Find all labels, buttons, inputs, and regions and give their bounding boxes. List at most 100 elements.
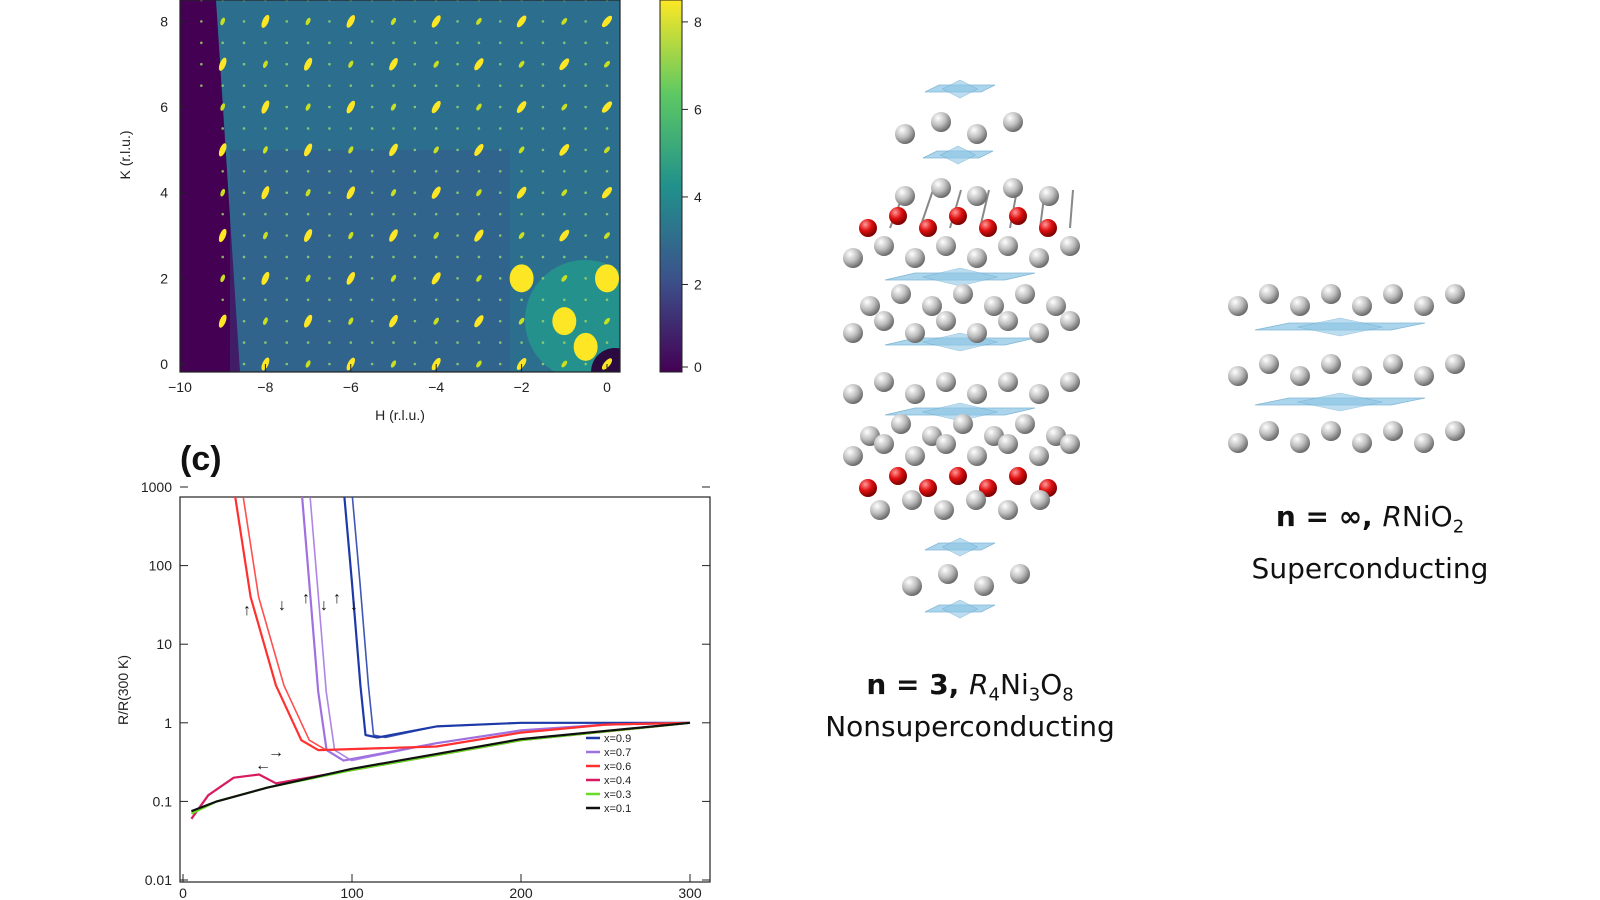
bragg-spot-weak bbox=[541, 41, 545, 45]
bragg-spot-weak bbox=[242, 255, 246, 259]
caption-inf: n = ∞, RNiO2 Superconducting bbox=[1220, 500, 1520, 585]
bragg-spot-strong bbox=[431, 100, 441, 114]
bragg-spot-strong bbox=[218, 57, 227, 71]
rare-earth-atom bbox=[967, 384, 987, 404]
rare-earth-atom bbox=[902, 576, 922, 596]
bragg-spot-weak bbox=[498, 298, 502, 302]
bragg-spot-weak bbox=[306, 41, 310, 45]
caption-n3-o: O bbox=[1040, 668, 1063, 701]
bragg-spot-weak bbox=[605, 212, 609, 216]
plot-ytick-label: 0.1 bbox=[153, 793, 173, 809]
oxygen-atom bbox=[1039, 219, 1057, 237]
bragg-spot bbox=[220, 103, 226, 111]
plot-series-line-warming bbox=[242, 497, 691, 751]
bragg-spot-bright bbox=[509, 264, 534, 293]
bragg-spot-strong bbox=[474, 143, 484, 156]
rare-earth-atom bbox=[874, 434, 894, 454]
bragg-spot bbox=[305, 189, 311, 197]
legend-entry: x=0.4 bbox=[604, 775, 631, 787]
bragg-spot-weak bbox=[285, 148, 289, 152]
bragg-spot-weak bbox=[200, 20, 203, 23]
heatmap-bragg-spots bbox=[200, 0, 619, 371]
bragg-spot-weak bbox=[392, 127, 395, 130]
rare-earth-atom bbox=[1029, 446, 1049, 466]
plot-xtick-label: 300 bbox=[678, 885, 702, 900]
rare-earth-atom bbox=[1383, 284, 1403, 304]
bragg-spot bbox=[390, 103, 397, 111]
nio2-plane-square bbox=[941, 79, 979, 99]
nio2-plane-square bbox=[939, 145, 977, 165]
rare-earth-atom bbox=[967, 248, 987, 268]
oxygen-atom bbox=[979, 219, 997, 237]
bragg-spot-weak bbox=[541, 212, 545, 216]
bragg-spot-weak bbox=[285, 191, 289, 195]
plot-series bbox=[190, 497, 691, 820]
bragg-spot-weak bbox=[498, 255, 502, 259]
bragg-spot-weak bbox=[242, 234, 246, 237]
bragg-spot bbox=[476, 189, 482, 197]
structure-infinite-layer bbox=[1228, 284, 1465, 453]
bragg-spot-weak bbox=[413, 298, 417, 302]
rare-earth-atom bbox=[998, 500, 1018, 520]
bragg-spot-weak bbox=[370, 362, 374, 366]
bragg-spot-weak bbox=[477, 84, 481, 87]
plot-axes: 0.01 0.1 1 10 100 1000 0 100 200 300 bbox=[141, 479, 710, 900]
rare-earth-atom bbox=[891, 414, 911, 434]
bragg-spot-weak bbox=[541, 319, 545, 323]
bragg-spot-weak bbox=[392, 298, 395, 302]
bragg-spot-weak bbox=[563, 127, 566, 130]
bragg-spot-weak bbox=[456, 362, 459, 366]
bragg-spot-weak bbox=[242, 105, 246, 109]
rare-earth-atom bbox=[1015, 414, 1035, 434]
bragg-spot-weak bbox=[370, 341, 374, 344]
bragg-spot-weak bbox=[584, 362, 587, 366]
rare-earth-atom bbox=[1321, 284, 1341, 304]
caption-n3-prefix: n = 3, bbox=[866, 668, 970, 701]
rare-earth-atom bbox=[860, 296, 880, 316]
bragg-spot bbox=[348, 231, 354, 240]
bragg-spot-weak bbox=[370, 298, 374, 302]
bragg-spot-strong bbox=[431, 15, 441, 28]
rare-earth-atom bbox=[1029, 248, 1049, 268]
rare-earth-atom bbox=[1060, 434, 1080, 454]
bragg-spot-weak bbox=[413, 255, 417, 259]
caption-n3-r: R bbox=[969, 668, 989, 701]
rare-earth-atom bbox=[967, 186, 987, 206]
rare-earth-atom bbox=[931, 112, 951, 132]
rare-earth-atom bbox=[1228, 296, 1248, 316]
bragg-spot-weak bbox=[563, 169, 566, 173]
rare-earth-atom bbox=[938, 564, 958, 584]
bragg-spot-weak bbox=[200, 62, 203, 66]
bragg-spot-weak bbox=[541, 169, 545, 173]
bragg-spot-strong bbox=[304, 314, 313, 328]
bragg-spot-weak bbox=[221, 127, 224, 130]
oxygen-atom bbox=[859, 479, 877, 497]
bragg-spot-weak bbox=[477, 255, 481, 259]
rare-earth-atom bbox=[1030, 490, 1050, 510]
plot-frame bbox=[179, 496, 711, 883]
bragg-spot-weak bbox=[520, 341, 523, 344]
rare-earth-atom bbox=[1383, 421, 1403, 441]
rare-earth-atom bbox=[1445, 421, 1465, 441]
hysteresis-arrow: ↑ bbox=[243, 602, 251, 619]
rare-earth-atom bbox=[891, 284, 911, 304]
heatmap-ytick-label: 2 bbox=[160, 270, 168, 286]
bragg-spot-weak bbox=[242, 169, 246, 173]
bragg-spot-weak bbox=[370, 84, 374, 87]
bragg-spot-weak bbox=[584, 234, 587, 237]
bragg-spot-weak bbox=[349, 169, 353, 173]
bragg-spot-weak bbox=[221, 298, 224, 302]
bragg-spot bbox=[262, 146, 268, 154]
bragg-spot-weak bbox=[264, 298, 267, 302]
bragg-spot-weak bbox=[328, 148, 331, 152]
bragg-spot-weak bbox=[456, 234, 459, 237]
bragg-spot bbox=[305, 274, 311, 283]
bragg-spot-strong bbox=[261, 186, 270, 200]
bragg-spot-weak bbox=[242, 62, 246, 66]
bragg-spot bbox=[518, 232, 525, 239]
plot-xtick-label: 100 bbox=[340, 885, 364, 900]
heatmap-xtick-label: −2 bbox=[514, 379, 530, 395]
oxygen-atom bbox=[949, 467, 967, 485]
bragg-spot-weak bbox=[392, 169, 395, 173]
bragg-spot-weak bbox=[264, 169, 267, 173]
